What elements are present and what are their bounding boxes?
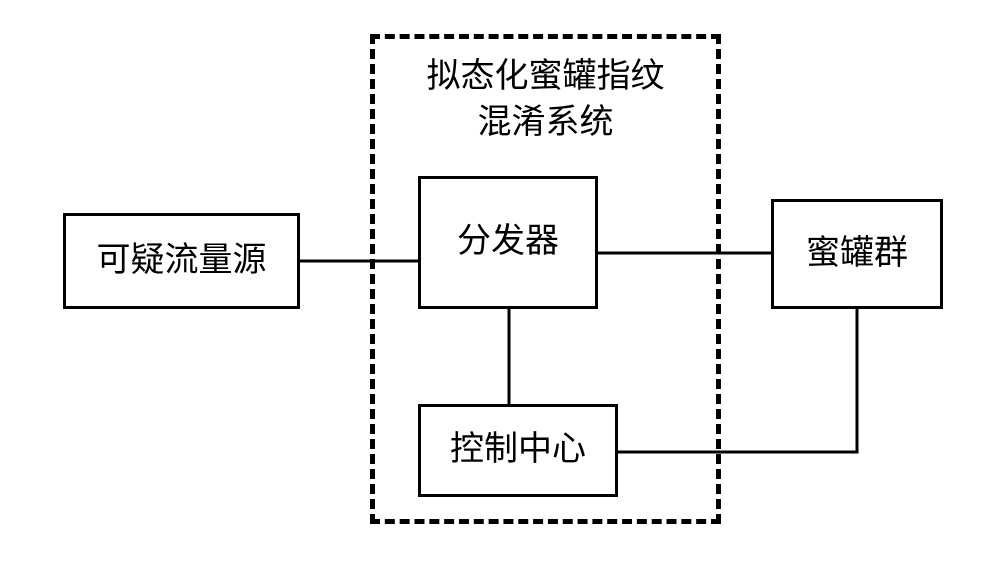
container-title-line2: 混淆系统 bbox=[478, 104, 614, 141]
node-control-center: 控制中心 bbox=[418, 404, 618, 497]
node-label: 蜜罐群 bbox=[806, 232, 908, 276]
node-label: 控制中心 bbox=[450, 428, 586, 472]
node-dispatcher: 分发器 bbox=[418, 176, 598, 309]
node-label: 分发器 bbox=[457, 220, 559, 264]
container-title-line1: 拟态化蜜罐指纹 bbox=[427, 58, 665, 95]
node-label: 可疑流量源 bbox=[97, 239, 267, 283]
diagram-canvas: 拟态化蜜罐指纹 混淆系统 可疑流量源 分发器 控制中心 蜜罐群 bbox=[0, 0, 1000, 564]
node-honeypot-cluster: 蜜罐群 bbox=[771, 199, 943, 309]
system-container-title: 拟态化蜜罐指纹 混淆系统 bbox=[375, 54, 716, 146]
node-suspicious-traffic-source: 可疑流量源 bbox=[63, 213, 300, 309]
